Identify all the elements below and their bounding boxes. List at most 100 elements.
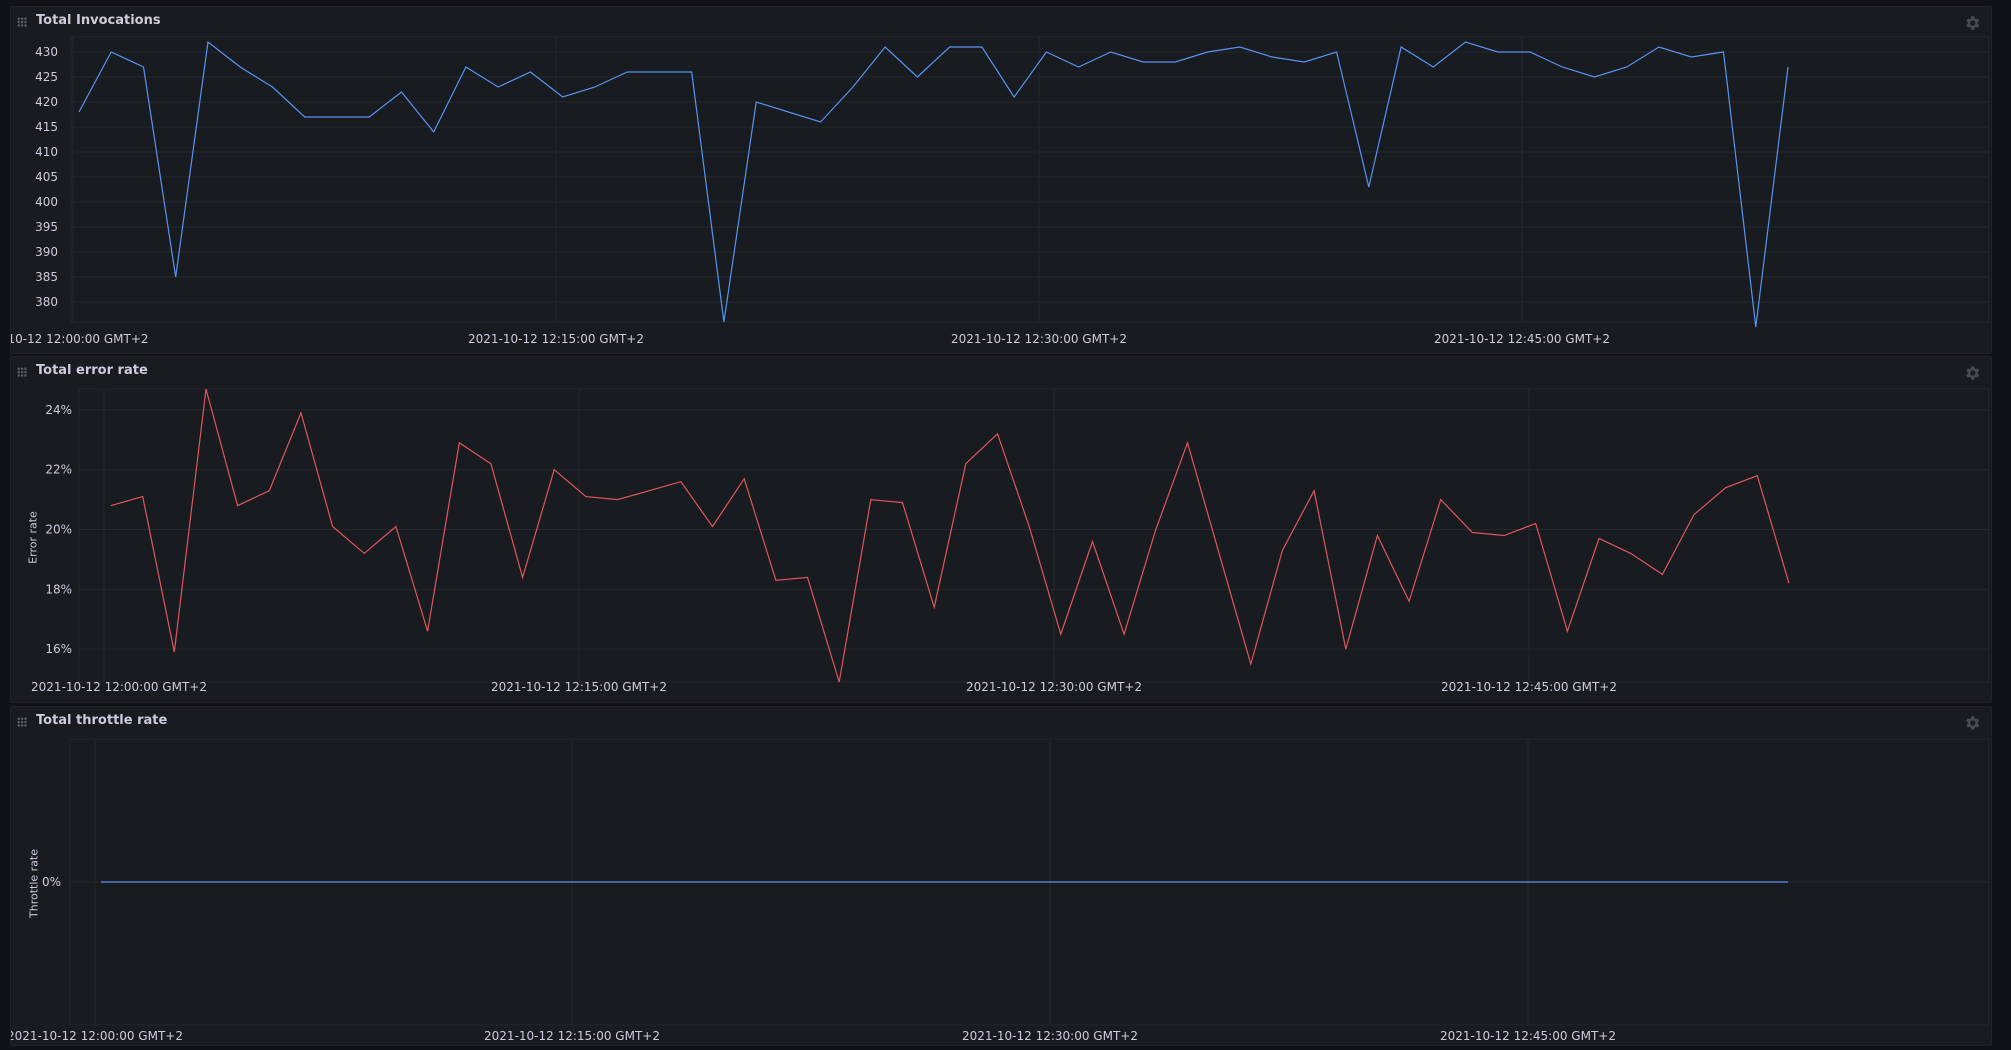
data-point[interactable] — [1308, 880, 1313, 885]
panel-header[interactable]: Total throttle rate — [11, 707, 1991, 737]
data-point[interactable] — [710, 524, 715, 529]
data-point[interactable] — [958, 880, 963, 885]
data-point[interactable] — [1366, 185, 1371, 190]
data-point[interactable] — [302, 115, 307, 120]
panel-title[interactable]: Total throttle rate — [36, 713, 168, 728]
data-point[interactable] — [1528, 50, 1533, 55]
data-point[interactable] — [367, 115, 372, 120]
data-point[interactable] — [1375, 533, 1380, 538]
data-point[interactable] — [109, 503, 114, 508]
data-point[interactable] — [1723, 485, 1728, 490]
data-point[interactable] — [552, 467, 557, 472]
data-point[interactable] — [703, 880, 708, 885]
data-point[interactable] — [1076, 65, 1081, 70]
data-point[interactable] — [258, 880, 263, 885]
data-point[interactable] — [162, 880, 167, 885]
data-point[interactable] — [1270, 55, 1275, 60]
data-point[interactable] — [721, 320, 726, 325]
data-point[interactable] — [1153, 527, 1158, 532]
data-point[interactable] — [1044, 50, 1049, 55]
data-point[interactable] — [678, 479, 683, 484]
data-point[interactable] — [1205, 50, 1210, 55]
data-point[interactable] — [1340, 880, 1345, 885]
data-point[interactable] — [1302, 60, 1307, 65]
error-rate-plot[interactable]: 24% 22% 20% 18% 16% 2021-10-12 12:00:00 GMT+2… — [11, 357, 1993, 704]
data-point[interactable] — [767, 880, 772, 885]
data-point[interactable] — [1595, 880, 1600, 885]
data-point[interactable] — [141, 65, 146, 70]
data-point[interactable] — [615, 497, 620, 502]
data-point[interactable] — [385, 880, 390, 885]
data-point[interactable] — [1149, 880, 1154, 885]
data-point[interactable] — [1658, 880, 1663, 885]
gear-icon[interactable] — [1963, 14, 1981, 32]
data-point[interactable] — [431, 130, 436, 135]
data-point[interactable] — [1531, 880, 1536, 885]
data-point[interactable] — [1626, 880, 1631, 885]
data-point[interactable] — [99, 880, 104, 885]
data-point[interactable] — [1722, 880, 1727, 885]
data-point[interactable] — [640, 880, 645, 885]
gear-icon[interactable] — [1963, 364, 1981, 382]
data-point[interactable] — [995, 431, 1000, 436]
data-point[interactable] — [109, 50, 114, 55]
data-point[interactable] — [140, 494, 145, 499]
data-point[interactable] — [1141, 60, 1146, 65]
data-point[interactable] — [463, 65, 468, 70]
data-point[interactable] — [353, 880, 358, 885]
data-point[interactable] — [1435, 880, 1440, 885]
data-point[interactable] — [544, 880, 549, 885]
panel-header[interactable]: Total error rate — [11, 357, 1991, 387]
data-point[interactable] — [399, 90, 404, 95]
data-point[interactable] — [1721, 50, 1726, 55]
drag-handle-icon[interactable] — [17, 17, 27, 27]
data-point[interactable] — [947, 45, 952, 50]
panel-header[interactable]: Total Invocations — [11, 7, 1991, 37]
data-point[interactable] — [321, 880, 326, 885]
data-point[interactable] — [1334, 50, 1339, 55]
data-point[interactable] — [1372, 880, 1377, 885]
data-point[interactable] — [979, 45, 984, 50]
data-point[interactable] — [480, 880, 485, 885]
data-point[interactable] — [1495, 50, 1500, 55]
data-point[interactable] — [334, 115, 339, 120]
data-point[interactable] — [298, 410, 303, 415]
data-point[interactable] — [226, 880, 231, 885]
data-point[interactable] — [837, 680, 842, 685]
data-point[interactable] — [1085, 880, 1090, 885]
data-point[interactable] — [1399, 45, 1404, 50]
data-point[interactable] — [625, 70, 630, 75]
data-point[interactable] — [735, 880, 740, 885]
data-point[interactable] — [862, 880, 867, 885]
data-point[interactable] — [900, 500, 905, 505]
data-point[interactable] — [289, 880, 294, 885]
data-point[interactable] — [1407, 599, 1412, 604]
data-point[interactable] — [592, 85, 597, 90]
data-point[interactable] — [932, 605, 937, 610]
data-point[interactable] — [173, 275, 178, 280]
data-point[interactable] — [330, 524, 335, 529]
data-point[interactable] — [1312, 488, 1317, 493]
data-point[interactable] — [1787, 581, 1792, 586]
data-point[interactable] — [1690, 880, 1695, 885]
data-point[interactable] — [671, 880, 676, 885]
data-point[interactable] — [1463, 40, 1468, 45]
data-point[interactable] — [1027, 524, 1032, 529]
data-point[interactable] — [393, 524, 398, 529]
data-point[interactable] — [1467, 880, 1472, 885]
data-point[interactable] — [894, 880, 899, 885]
data-point[interactable] — [608, 880, 613, 885]
data-point[interactable] — [1753, 325, 1758, 330]
data-point[interactable] — [205, 40, 210, 45]
data-point[interactable] — [583, 494, 588, 499]
data-point[interactable] — [926, 880, 931, 885]
data-point[interactable] — [1022, 880, 1027, 885]
data-point[interactable] — [1592, 75, 1597, 80]
data-point[interactable] — [1012, 95, 1017, 100]
data-point[interactable] — [742, 476, 747, 481]
data-point[interactable] — [1181, 880, 1186, 885]
data-point[interactable] — [235, 503, 240, 508]
data-point[interactable] — [868, 497, 873, 502]
series-line[interactable] — [78, 40, 1789, 328]
data-point[interactable] — [1237, 45, 1242, 50]
